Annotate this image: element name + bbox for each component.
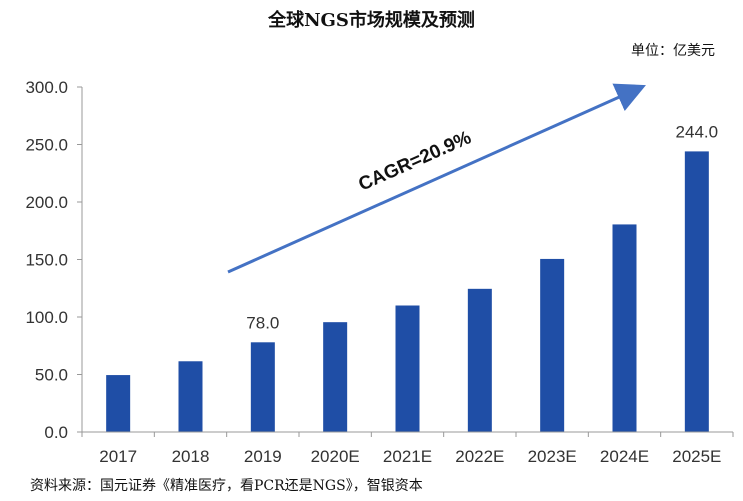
- cagr-annotation: CAGR=20.9%: [355, 127, 474, 195]
- bar-2024E: [612, 224, 637, 432]
- x-tick-label: 2020E: [311, 447, 360, 466]
- y-tick-label: 0.0: [44, 423, 68, 442]
- source-note: 资料来源：国元证券《精准医疗，看PCR还是NGS》，智银资本: [30, 478, 423, 494]
- x-tick-label: 2019: [244, 447, 282, 466]
- bar-2025E: [684, 151, 709, 432]
- x-tick-label: 2025E: [672, 447, 721, 466]
- x-tick-label: 2018: [172, 447, 210, 466]
- bar-2022E: [467, 288, 492, 432]
- bars: [106, 151, 709, 432]
- y-tick-label: 250.0: [25, 136, 68, 155]
- cagr-arrow: CAGR=20.9%: [227, 83, 646, 274]
- x-axis: 2017 2018 2019 2020E 2021E 2022E 2023E 2024E 202…: [81, 431, 734, 466]
- data-labels: 78.0 244.0: [246, 122, 718, 332]
- bar-2023E: [540, 258, 565, 432]
- chart-title: 全球NGS市场规模及预测: [268, 10, 475, 31]
- bar-2019: [250, 342, 275, 432]
- bar-2021E: [395, 305, 420, 432]
- y-tick-label: 100.0: [25, 308, 68, 327]
- x-tick-label: 2021E: [383, 447, 432, 466]
- y-axis: 0.0 50.0 100.0 150.0 200.0 250.0 300.0: [25, 78, 83, 442]
- y-tick-label: 50.0: [35, 366, 68, 385]
- data-label-2025E: 244.0: [676, 122, 719, 141]
- x-tick-label: 2017: [99, 447, 137, 466]
- cagr-arrow-line: [227, 83, 646, 274]
- bar-2020E: [323, 322, 348, 432]
- x-tick-label: 2022E: [455, 447, 504, 466]
- bar-2018: [178, 361, 203, 432]
- x-tick-label: 2023E: [528, 447, 577, 466]
- y-tick-label: 200.0: [25, 193, 68, 212]
- data-label-2019: 78.0: [246, 313, 279, 332]
- x-tick-label: 2024E: [600, 447, 649, 466]
- y-tick-label: 150.0: [25, 251, 68, 270]
- bar-2017: [106, 375, 131, 432]
- y-tick-label: 300.0: [25, 78, 68, 97]
- unit-label: 单位：亿美元: [631, 43, 715, 59]
